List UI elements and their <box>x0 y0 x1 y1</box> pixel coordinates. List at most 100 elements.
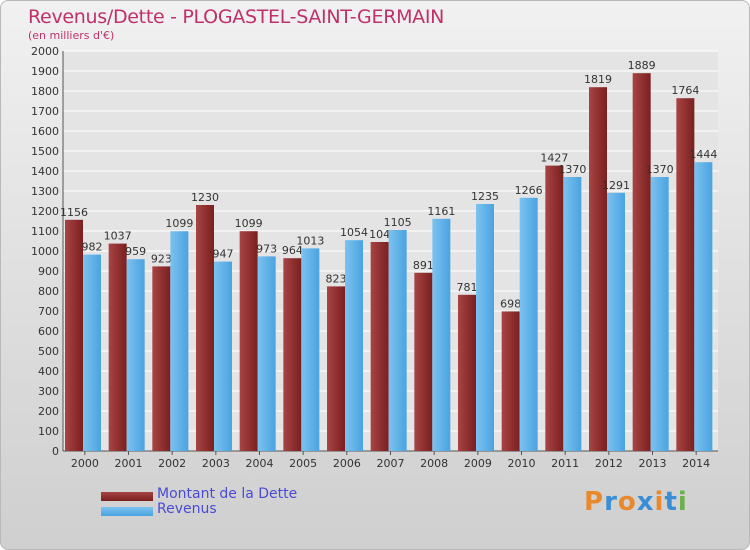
y-tick-label: 1200 <box>31 205 59 218</box>
data-label-debt: 1156 <box>60 206 88 219</box>
logo-letter: i <box>677 487 688 517</box>
y-tick-label: 1000 <box>31 245 59 258</box>
bar-revenue <box>563 177 582 451</box>
proxiti-logo: Proxiti <box>584 487 688 517</box>
data-label-debt: 698 <box>500 297 521 310</box>
data-label-revenue: 1291 <box>602 179 630 192</box>
bar-revenue <box>214 261 232 451</box>
data-label-debt: 104 <box>369 228 390 241</box>
bar-revenue <box>257 256 276 451</box>
bar-debt <box>108 243 127 451</box>
y-tick-label: 1100 <box>31 225 59 238</box>
data-label-revenue: 959 <box>125 245 146 258</box>
data-label-revenue: 947 <box>213 248 234 261</box>
bar-debt <box>545 165 564 451</box>
data-label-debt: 1889 <box>628 59 656 72</box>
bar-revenue <box>126 259 145 451</box>
data-label-debt: 1099 <box>235 217 263 230</box>
logo-letter: i <box>654 487 665 517</box>
data-label-revenue: 1105 <box>384 216 412 229</box>
y-tick-label: 200 <box>38 405 59 418</box>
bar-revenue <box>607 192 625 452</box>
data-label-debt: 1037 <box>104 230 132 243</box>
chart-title: Revenus/Dette - PLOGASTEL-SAINT-GERMAIN <box>28 6 445 28</box>
bar-debt <box>501 311 520 451</box>
bar-debt <box>196 205 214 451</box>
x-tick-label: 2004 <box>246 457 274 470</box>
data-label-revenue: 1013 <box>296 234 324 247</box>
y-tick-label: 1700 <box>31 105 59 118</box>
y-tick-label: 0 <box>52 445 59 458</box>
x-tick-label: 2007 <box>377 457 405 470</box>
bar-debt <box>632 73 651 451</box>
x-tick-label: 2012 <box>595 457 623 470</box>
bar-debt <box>152 266 171 451</box>
y-tick-label: 700 <box>38 305 59 318</box>
bar-revenue <box>301 248 320 451</box>
logo-letter: x <box>636 487 655 517</box>
bar-revenue <box>650 177 669 451</box>
x-tick-label: 2008 <box>420 457 448 470</box>
data-label-revenue: 1235 <box>471 190 499 203</box>
legend-swatch-debt <box>101 492 153 501</box>
y-tick-label: 2000 <box>31 45 59 58</box>
bar-revenue <box>388 230 407 451</box>
data-label-revenue: 1099 <box>165 217 193 230</box>
x-tick-label: 2005 <box>289 457 317 470</box>
data-label-revenue: 982 <box>82 241 103 254</box>
x-tick-label: 2002 <box>158 457 186 470</box>
bar-revenue <box>83 254 101 451</box>
data-label-revenue: 1054 <box>340 226 368 239</box>
y-tick-label: 100 <box>38 425 59 438</box>
y-tick-label: 1500 <box>31 145 59 158</box>
data-label-debt: 923 <box>151 252 172 265</box>
data-label-debt: 1819 <box>584 73 612 86</box>
data-label-debt: 781 <box>457 281 478 294</box>
x-tick-label: 2013 <box>639 457 667 470</box>
x-tick-label: 2010 <box>508 457 536 470</box>
x-tick-label: 2011 <box>551 457 579 470</box>
bar-debt <box>370 242 389 451</box>
y-tick-label: 1400 <box>31 165 59 178</box>
data-label-debt: 1764 <box>671 84 699 97</box>
data-label-debt: 1427 <box>540 152 568 165</box>
x-tick-label: 2003 <box>202 457 230 470</box>
y-tick-label: 1600 <box>31 125 59 138</box>
y-tick-label: 500 <box>38 345 59 358</box>
y-tick-label: 1900 <box>31 65 59 78</box>
data-label-debt: 823 <box>326 272 347 285</box>
bar-debt <box>283 258 302 451</box>
data-label-revenue: 1266 <box>515 184 543 197</box>
y-tick-label: 1800 <box>31 85 59 98</box>
logo-letter: t <box>664 487 678 517</box>
legend-label-debt: Montant de la Dette <box>157 486 298 502</box>
x-tick-label: 2006 <box>333 457 361 470</box>
y-tick-label: 1300 <box>31 185 59 198</box>
logo-letter: P <box>584 487 605 517</box>
bar-revenue <box>519 197 538 451</box>
x-tick-label: 2014 <box>682 457 710 470</box>
bar-debt <box>458 294 476 451</box>
legend-label-revenue: Revenus <box>157 501 217 517</box>
data-label-debt: 891 <box>413 259 434 272</box>
bar-debt <box>239 231 258 451</box>
x-tick-label: 2000 <box>71 457 99 470</box>
logo-letter: o <box>617 487 637 517</box>
y-tick-label: 300 <box>38 385 59 398</box>
bar-revenue <box>432 218 451 451</box>
x-tick-label: 2001 <box>115 457 143 470</box>
x-tick-label: 2009 <box>464 457 492 470</box>
bar-debt <box>589 87 607 451</box>
data-label-revenue: 1370 <box>646 163 674 176</box>
y-tick-label: 600 <box>38 325 59 338</box>
bar-revenue <box>170 231 189 451</box>
y-tick-label: 900 <box>38 265 59 278</box>
data-label-revenue: 1370 <box>558 163 586 176</box>
logo-letter: r <box>604 487 618 517</box>
data-label-revenue: 1161 <box>427 205 455 218</box>
chart-subtitle: (en milliers d'€) <box>28 29 115 42</box>
bar-debt <box>676 98 695 451</box>
data-label-debt: 1230 <box>191 191 219 204</box>
